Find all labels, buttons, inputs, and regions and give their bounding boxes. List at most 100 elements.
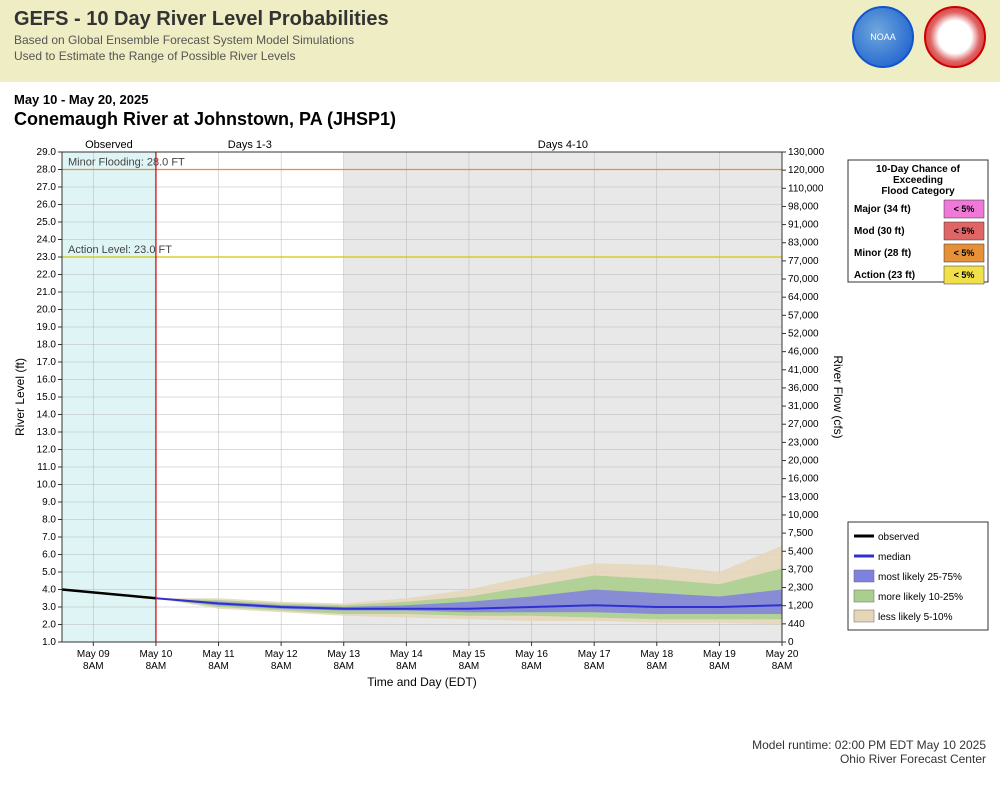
svg-text:14.0: 14.0: [37, 410, 57, 421]
svg-text:May 13: May 13: [327, 649, 360, 660]
svg-text:7.0: 7.0: [42, 532, 56, 543]
svg-text:77,000: 77,000: [788, 256, 819, 267]
svg-text:120,000: 120,000: [788, 165, 825, 176]
svg-text:70,000: 70,000: [788, 274, 819, 285]
svg-text:5,400: 5,400: [788, 546, 813, 557]
svg-text:2.0: 2.0: [42, 620, 56, 631]
svg-text:52,000: 52,000: [788, 328, 819, 339]
svg-text:< 5%: < 5%: [954, 226, 975, 236]
svg-text:11.0: 11.0: [37, 462, 56, 473]
svg-text:28.0: 28.0: [37, 165, 57, 176]
svg-text:Minor (28 ft): Minor (28 ft): [854, 248, 911, 259]
svg-text:8AM: 8AM: [521, 661, 542, 672]
svg-text:16,000: 16,000: [788, 474, 819, 485]
svg-text:23,000: 23,000: [788, 437, 819, 448]
svg-text:May 11: May 11: [202, 649, 234, 660]
date-range: May 10 - May 20, 2025: [14, 92, 986, 107]
svg-text:26.0: 26.0: [37, 200, 57, 211]
chart-container: Minor Flooding: 28.0 FT Action Level: 23.…: [10, 136, 990, 711]
svg-text:Minor Flooding: 28.0 FT: Minor Flooding: 28.0 FT: [68, 157, 185, 169]
nws-logo-icon: [924, 6, 986, 68]
svg-text:May 14: May 14: [390, 649, 423, 660]
svg-text:46,000: 46,000: [788, 347, 819, 358]
svg-text:91,000: 91,000: [788, 220, 819, 231]
svg-text:8AM: 8AM: [396, 661, 417, 672]
forecast-center: Ohio River Forecast Center: [752, 752, 986, 766]
svg-text:27,000: 27,000: [788, 419, 819, 430]
svg-text:57,000: 57,000: [788, 310, 819, 321]
svg-text:8AM: 8AM: [271, 661, 292, 672]
svg-text:May 18: May 18: [640, 649, 673, 660]
svg-text:98,000: 98,000: [788, 201, 819, 212]
svg-text:36,000: 36,000: [788, 383, 819, 394]
svg-text:110,000: 110,000: [788, 183, 824, 194]
svg-text:9.0: 9.0: [42, 497, 56, 508]
svg-text:8AM: 8AM: [333, 661, 354, 672]
svg-text:River Level (ft): River Level (ft): [13, 358, 27, 436]
svg-text:most likely 25-75%: most likely 25-75%: [878, 572, 962, 583]
model-runtime: Model runtime: 02:00 PM EDT May 10 2025: [752, 738, 986, 752]
svg-text:13.0: 13.0: [37, 427, 57, 438]
svg-text:12.0: 12.0: [37, 445, 57, 456]
svg-text:8.0: 8.0: [42, 515, 56, 526]
svg-text:10.0: 10.0: [37, 480, 57, 491]
svg-text:3,700: 3,700: [788, 564, 813, 575]
svg-text:Action Level: 23.0 FT: Action Level: 23.0 FT: [68, 244, 172, 256]
svg-text:Major (34 ft): Major (34 ft): [854, 204, 911, 215]
svg-text:May 15: May 15: [453, 649, 486, 660]
svg-text:6.0: 6.0: [42, 550, 56, 561]
svg-text:8AM: 8AM: [208, 661, 229, 672]
svg-text:21.0: 21.0: [37, 287, 57, 298]
page-title: GEFS - 10 Day River Level Probabilities: [14, 8, 986, 31]
svg-text:8AM: 8AM: [772, 661, 793, 672]
svg-text:3.0: 3.0: [42, 602, 56, 613]
river-chart: Minor Flooding: 28.0 FT Action Level: 23.…: [10, 136, 990, 706]
svg-text:41,000: 41,000: [788, 365, 819, 376]
svg-text:8AM: 8AM: [459, 661, 480, 672]
svg-text:31,000: 31,000: [788, 401, 819, 412]
svg-text:83,000: 83,000: [788, 238, 819, 249]
svg-text:15.0: 15.0: [37, 392, 57, 403]
svg-text:May 16: May 16: [515, 649, 548, 660]
header-banner: GEFS - 10 Day River Level Probabilities …: [0, 0, 1000, 82]
svg-text:median: median: [878, 552, 911, 563]
svg-text:River Flow (cfs): River Flow (cfs): [831, 355, 845, 438]
svg-text:< 5%: < 5%: [954, 270, 975, 280]
svg-text:May 09: May 09: [77, 649, 110, 660]
subtitle-1: Based on Global Ensemble Forecast System…: [14, 33, 986, 47]
svg-text:observed: observed: [878, 532, 919, 543]
svg-text:May 10: May 10: [140, 649, 173, 660]
svg-text:Days 4-10: Days 4-10: [538, 139, 588, 151]
noaa-logo-icon: NOAA: [852, 6, 914, 68]
footer: Model runtime: 02:00 PM EDT May 10 2025 …: [752, 738, 986, 766]
svg-text:Flood Category: Flood Category: [881, 186, 955, 197]
svg-text:Action (23 ft): Action (23 ft): [854, 270, 915, 281]
svg-text:more likely 10-25%: more likely 10-25%: [878, 592, 963, 603]
svg-text:10-Day Chance of: 10-Day Chance of: [876, 164, 961, 175]
svg-text:< 5%: < 5%: [954, 204, 975, 214]
svg-text:Time and Day (EDT): Time and Day (EDT): [367, 675, 477, 689]
svg-text:0: 0: [788, 637, 794, 648]
svg-text:10,000: 10,000: [788, 510, 819, 521]
svg-text:May 17: May 17: [578, 649, 611, 660]
svg-text:23.0: 23.0: [37, 252, 57, 263]
svg-text:64,000: 64,000: [788, 292, 819, 303]
svg-text:17.0: 17.0: [37, 357, 57, 368]
svg-text:4.0: 4.0: [42, 585, 56, 596]
svg-text:130,000: 130,000: [788, 147, 825, 158]
svg-text:Days 1-3: Days 1-3: [228, 139, 272, 151]
svg-text:5.0: 5.0: [42, 567, 56, 578]
svg-text:8AM: 8AM: [584, 661, 605, 672]
svg-text:16.0: 16.0: [37, 375, 57, 386]
svg-text:7,500: 7,500: [788, 528, 813, 539]
location-title: Conemaugh River at Johnstown, PA (JHSP1): [14, 109, 986, 130]
svg-text:May 12: May 12: [265, 649, 298, 660]
chart-meta: May 10 - May 20, 2025 Conemaugh River at…: [0, 82, 1000, 130]
svg-text:440: 440: [788, 619, 805, 630]
svg-text:27.0: 27.0: [37, 182, 57, 193]
svg-text:1.0: 1.0: [42, 637, 56, 648]
svg-text:< 5%: < 5%: [954, 248, 975, 258]
svg-text:25.0: 25.0: [37, 217, 57, 228]
svg-text:May 20: May 20: [766, 649, 799, 660]
svg-text:18.0: 18.0: [37, 340, 57, 351]
